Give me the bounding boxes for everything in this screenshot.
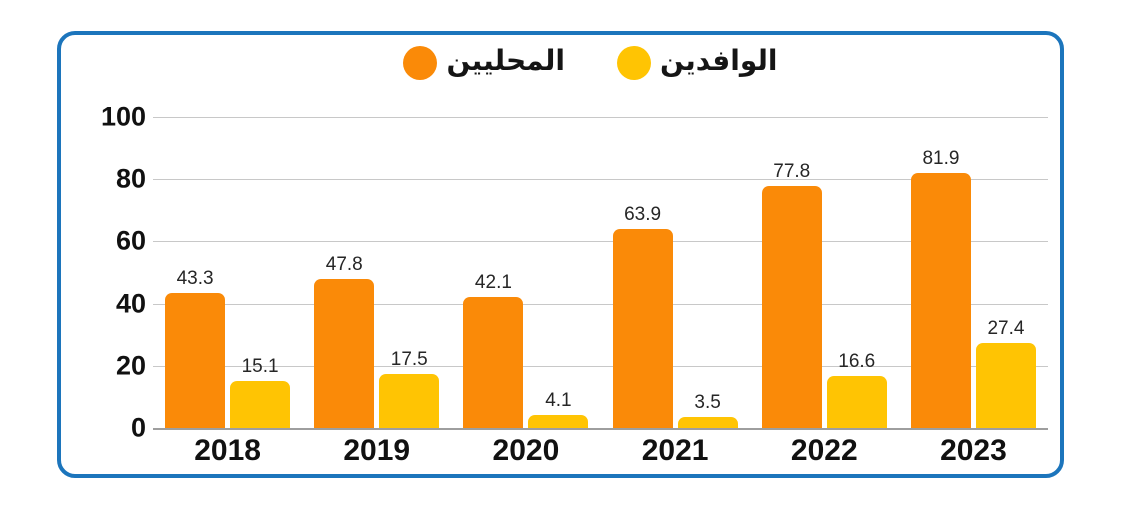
bar-group-2021: 63.9 3.5 bbox=[601, 117, 750, 428]
bar: 47.8 bbox=[314, 255, 375, 428]
bar-value-label: 15.1 bbox=[241, 356, 279, 378]
bar-value-label: 42.1 bbox=[474, 272, 512, 294]
gridline bbox=[153, 179, 1048, 181]
legend-label-expats: الوافدين bbox=[660, 44, 778, 77]
bar-value-label: 63.9 bbox=[624, 204, 662, 226]
y-tick-label: 60 bbox=[115, 225, 146, 256]
legend-swatch-locals-icon bbox=[403, 46, 438, 80]
bar-value-label: 27.4 bbox=[987, 317, 1025, 339]
bar-value-label: 81.9 bbox=[922, 148, 960, 170]
bar: 4.1 bbox=[528, 391, 589, 428]
bar-value-label: 16.6 bbox=[838, 351, 876, 373]
x-tick-label: 2018 bbox=[194, 434, 261, 467]
legend-item: الوافدين bbox=[617, 44, 778, 80]
bar-value-label: 43.3 bbox=[176, 268, 214, 290]
y-tick-label: 80 bbox=[115, 163, 146, 194]
bar: 81.9 bbox=[910, 149, 971, 428]
x-tick-label: 2022 bbox=[790, 434, 858, 467]
x-axis: 2018 2019 2020 2021 2022 2023 bbox=[153, 436, 1048, 466]
bar-group-2022: 77.8 16.6 bbox=[750, 117, 899, 428]
bar-value-label: 77.8 bbox=[773, 161, 811, 183]
legend-swatch-expats-icon bbox=[617, 46, 652, 80]
x-tick-label: 2023 bbox=[940, 434, 1007, 467]
bar: 42.1 bbox=[463, 273, 524, 428]
bar-value-label: 3.5 bbox=[694, 392, 721, 414]
bar: 17.5 bbox=[379, 350, 440, 428]
bar: 63.9 bbox=[612, 205, 673, 428]
legend: المحليين الوافدين bbox=[57, 46, 1064, 80]
x-tick-label: 2020 bbox=[492, 434, 560, 467]
x-tick-label: 2019 bbox=[343, 434, 411, 467]
gridline bbox=[153, 241, 1048, 243]
bar-group-2020: 42.1 4.1 bbox=[451, 117, 600, 428]
bar: 15.1 bbox=[230, 357, 291, 428]
bar-group-2023: 81.9 27.4 bbox=[899, 117, 1048, 428]
legend-item: المحليين bbox=[403, 46, 565, 80]
y-tick-label: 40 bbox=[115, 288, 146, 319]
x-tick-label: 2021 bbox=[641, 434, 709, 467]
y-tick-label: 20 bbox=[115, 350, 146, 381]
bar: 77.8 bbox=[761, 162, 822, 428]
x-axis-baseline bbox=[153, 428, 1048, 430]
bar-value-label: 4.1 bbox=[545, 390, 572, 412]
bar: 3.5 bbox=[677, 393, 738, 428]
y-tick-label: 100 bbox=[100, 101, 146, 132]
bar-group-2019: 47.8 17.5 bbox=[302, 117, 451, 428]
legend-label-locals: المحليين bbox=[446, 44, 566, 77]
gridline bbox=[153, 117, 1048, 118]
y-tick-label: 0 bbox=[130, 412, 146, 443]
bar: 16.6 bbox=[826, 352, 887, 428]
gridline bbox=[153, 303, 1048, 305]
gridline bbox=[153, 365, 1048, 367]
bar-value-label: 17.5 bbox=[390, 348, 428, 370]
bar-value-label: 47.8 bbox=[325, 254, 363, 276]
plot-area: 43.3 15.1 47.8 17.5 42.1 4.1 63.9 3.5 77.8 16.6 81… bbox=[153, 117, 1048, 428]
bar: 43.3 bbox=[165, 269, 226, 428]
bar: 27.4 bbox=[975, 319, 1036, 428]
bar-group-2018: 43.3 15.1 bbox=[153, 117, 302, 428]
